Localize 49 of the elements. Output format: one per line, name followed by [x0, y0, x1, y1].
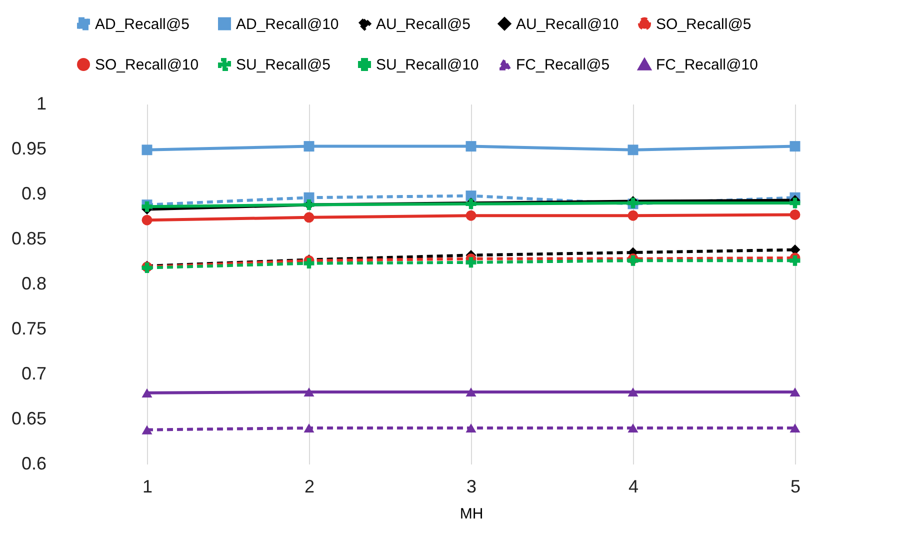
point [142, 425, 152, 434]
legend-label: AD_Recall@5 [95, 16, 190, 33]
point [466, 141, 476, 152]
y-tick-label: 0.65 [11, 408, 46, 428]
point [466, 423, 476, 433]
point [628, 387, 638, 397]
x-tick-label: 1 [142, 476, 153, 496]
point [142, 388, 152, 398]
y-tick-label: 0.75 [11, 318, 46, 338]
y-tick-label: 0.6 [21, 454, 46, 474]
y-tick-label: 0.7 [21, 364, 46, 384]
point [304, 258, 314, 269]
x-tick-label: 3 [466, 476, 477, 496]
point [142, 214, 152, 226]
point [304, 212, 314, 223]
y-tick-label: 0.85 [11, 228, 46, 248]
point [790, 387, 800, 397]
point [628, 423, 638, 433]
point [628, 210, 638, 221]
point [304, 387, 314, 397]
y-tick-label: 0.95 [11, 138, 46, 158]
x-tick-label: 4 [628, 476, 639, 496]
legend-label: FC_Recall@10 [656, 56, 758, 74]
y-tick-label: 0.9 [21, 184, 46, 204]
point [790, 209, 800, 220]
legend-label: SO_Recall@10 [95, 56, 199, 74]
point [304, 423, 314, 433]
point [466, 210, 476, 221]
point [790, 198, 800, 208]
legend-label: FC_Recall@5 [516, 56, 610, 74]
legend-label: AU_Recall@10 [516, 16, 619, 33]
point [790, 255, 800, 266]
y-tick-label: 0.8 [21, 274, 46, 294]
legend-label: SU_Recall@5 [236, 56, 330, 74]
point [790, 141, 800, 152]
legend-label: AU_Recall@5 [376, 16, 470, 33]
x-tick-label: 2 [304, 476, 315, 496]
point [628, 144, 638, 156]
legend-label: AD_Recall@10 [236, 16, 339, 33]
point [142, 144, 152, 156]
legend-label: SO_Recall@5 [656, 16, 752, 33]
point [790, 423, 800, 433]
x-axis-title: MH [460, 506, 484, 522]
point [466, 257, 476, 268]
legend-label: SU_Recall@10 [376, 56, 479, 74]
x-tick-label: 5 [790, 476, 801, 496]
y-tick-label: 1 [36, 94, 46, 114]
point [304, 141, 314, 152]
point [466, 387, 476, 397]
